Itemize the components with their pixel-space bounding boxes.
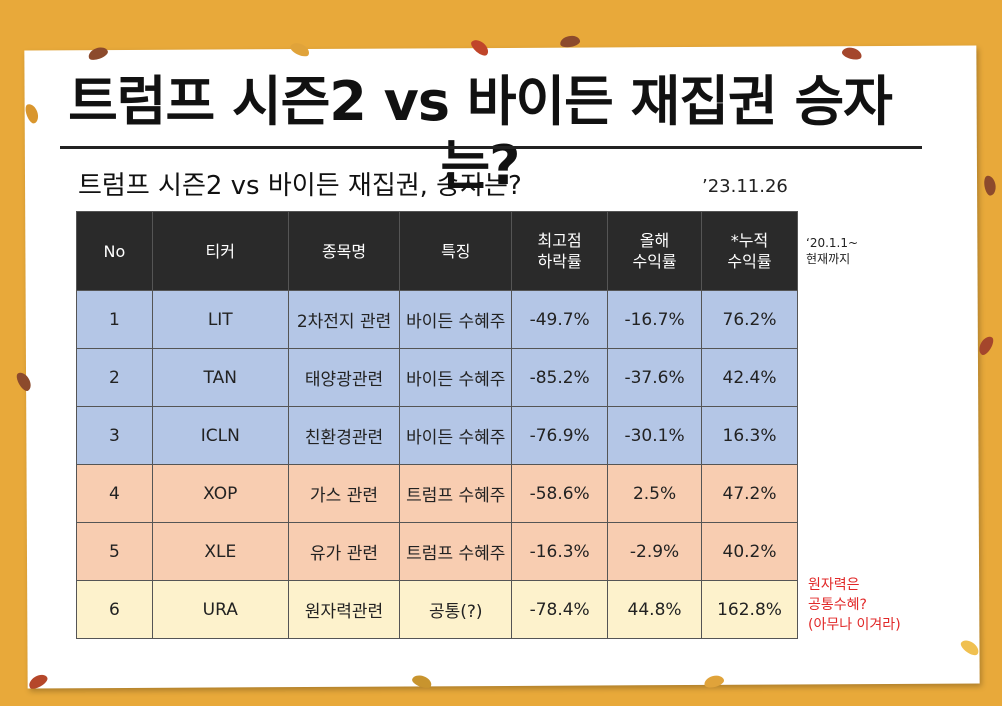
table-header-row: No 티커 종목명 특징 최고점 하락률 올해 수익률 *누적 수익률 (76, 211, 798, 291)
table-row: 1 LIT 2차전지 관련 바이든 수혜주 -49.7% -16.7% 76.2… (76, 290, 798, 349)
date-label: ’23.11.26 (702, 176, 788, 197)
table-row: 3 ICLN 친환경관련 바이든 수혜주 -76.9% -30.1% 16.3% (76, 406, 798, 465)
cell-cumulative: 162.8% (701, 580, 798, 639)
cell-feature: 트럼프 수혜주 (399, 464, 513, 523)
header-feature: 특징 (399, 211, 513, 291)
cell-name: 가스 관련 (287, 464, 401, 523)
cell-ticker: URA (151, 580, 289, 639)
cell-cumulative: 47.2% (701, 464, 798, 523)
leaf-icon (559, 34, 581, 49)
cell-ytd: -37.6% (607, 348, 703, 407)
nuclear-annotation: 원자력은 공통수혜? (아무나 이겨라) (808, 577, 901, 633)
cell-ytd: 44.8% (607, 580, 703, 639)
cell-ticker: ICLN (151, 406, 289, 465)
cell-ytd: -16.7% (607, 290, 703, 349)
table-row: 6 URA 원자력관련 공통(?) -78.4% 44.8% 162.8% (76, 580, 798, 639)
table-row: 4 XOP 가스 관련 트럼프 수혜주 -58.6% 2.5% 47.2% (76, 464, 798, 523)
cell-ticker: TAN (151, 348, 289, 407)
cell-feature: 바이든 수혜주 (399, 406, 513, 465)
cell-no: 5 (76, 522, 153, 581)
cell-drawdown: -78.4% (511, 580, 609, 639)
header-ytd: 올해 수익률 (607, 211, 703, 291)
cell-drawdown: -49.7% (511, 290, 609, 349)
cell-name: 태양광관련 (287, 348, 401, 407)
leaf-icon (982, 174, 998, 197)
cell-drawdown: -58.6% (511, 464, 609, 523)
period-note: ‘20.1.1~ 현재까지 (806, 236, 859, 266)
cell-no: 4 (76, 464, 153, 523)
table-subtitle: 트럼프 시즌2 vs 바이든 재집권, 승자는? (78, 171, 522, 201)
cell-cumulative: 76.2% (701, 290, 798, 349)
cell-feature: 공통(?) (399, 580, 513, 639)
header-no: No (76, 211, 153, 291)
cell-feature: 바이든 수혜주 (399, 348, 513, 407)
cell-ticker: XLE (151, 522, 289, 581)
cell-name: 2차전지 관련 (287, 290, 401, 349)
cell-ytd: -30.1% (607, 406, 703, 465)
header-cumulative: *누적 수익률 (701, 211, 798, 291)
header-drawdown: 최고점 하락률 (511, 211, 609, 291)
cell-cumulative: 16.3% (701, 406, 798, 465)
header-name: 종목명 (287, 211, 401, 291)
page-title: 트럼프 시즌2 vs 바이든 재집권 승자는? (68, 70, 893, 197)
cell-no: 6 (76, 580, 153, 639)
cell-name: 친환경관련 (287, 406, 401, 465)
cell-no: 3 (76, 406, 153, 465)
cell-no: 1 (76, 290, 153, 349)
cell-drawdown: -85.2% (511, 348, 609, 407)
cell-no: 2 (76, 348, 153, 407)
cell-name: 원자력관련 (287, 580, 401, 639)
header-ticker: 티커 (151, 211, 289, 291)
cell-drawdown: -76.9% (511, 406, 609, 465)
cell-ticker: XOP (151, 464, 289, 523)
cell-drawdown: -16.3% (511, 522, 609, 581)
title-divider (60, 146, 922, 149)
cell-name: 유가 관련 (287, 522, 401, 581)
cell-cumulative: 40.2% (701, 522, 798, 581)
cell-feature: 트럼프 수혜주 (399, 522, 513, 581)
table-row: 2 TAN 태양광관련 바이든 수혜주 -85.2% -37.6% 42.4% (76, 348, 798, 407)
cell-feature: 바이든 수혜주 (399, 290, 513, 349)
leaf-icon (976, 334, 996, 357)
cell-cumulative: 42.4% (701, 348, 798, 407)
table-row: 5 XLE 유가 관련 트럼프 수혜주 -16.3% -2.9% 40.2% (76, 522, 798, 581)
stock-comparison-table: No 티커 종목명 특징 최고점 하락률 올해 수익률 *누적 수익률 1 LIT 2… (76, 211, 798, 639)
cell-ytd: -2.9% (607, 522, 703, 581)
cell-ytd: 2.5% (607, 464, 703, 523)
cell-ticker: LIT (151, 290, 289, 349)
